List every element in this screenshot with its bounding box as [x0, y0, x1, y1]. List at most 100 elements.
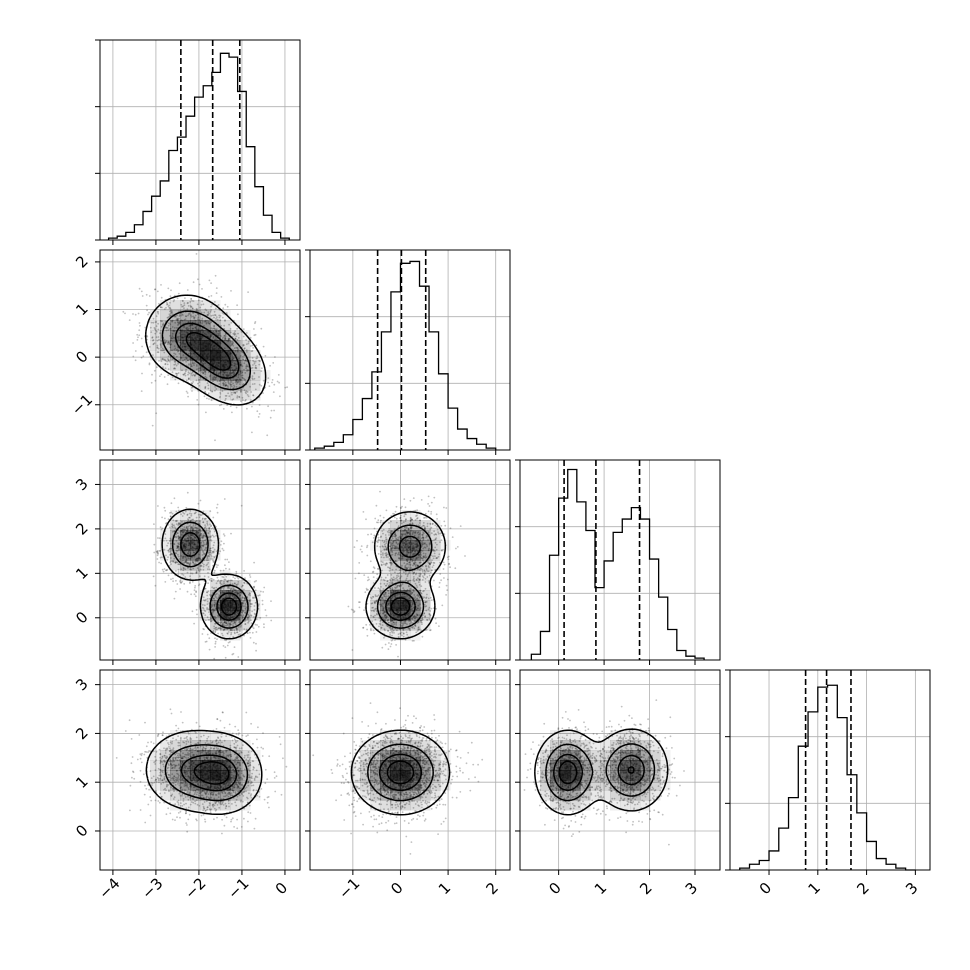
sample-point: [184, 561, 187, 564]
sample-point: [206, 594, 209, 597]
sample-point: [242, 605, 245, 608]
sample-point: [363, 574, 366, 576]
sample-point: [204, 598, 207, 601]
sample-point: [179, 522, 182, 525]
sample-point: [210, 554, 213, 556]
sample-point: [176, 372, 179, 375]
sample-point: [160, 562, 163, 565]
sample-point: [232, 342, 234, 345]
sample-point: [197, 403, 200, 406]
sample-point: [171, 526, 174, 529]
sample-point: [441, 549, 443, 552]
sample-point: [234, 381, 237, 384]
sample-point: [168, 315, 171, 318]
sample-point: [221, 316, 224, 319]
sample-point: [385, 542, 387, 544]
sample-point: [224, 338, 227, 341]
sample-point: [197, 313, 200, 316]
sample-point: [157, 351, 160, 354]
sample-point: [219, 315, 222, 317]
sample-point: [183, 567, 185, 570]
sample-point: [202, 628, 205, 630]
sample-point: [233, 621, 236, 624]
sample-point: [153, 327, 156, 329]
sample-point: [152, 343, 155, 345]
sample-point: [192, 525, 195, 527]
sample-point: [253, 334, 256, 337]
sample-point: [166, 303, 169, 305]
sample-point: [190, 593, 193, 596]
sample-point: [207, 387, 210, 390]
sample-point: [177, 573, 180, 576]
density-cell: [190, 320, 201, 331]
sample-point: [414, 530, 417, 533]
sample-point: [273, 383, 276, 386]
sample-point: [202, 536, 204, 538]
sample-point: [383, 593, 385, 596]
sample-point: [219, 404, 221, 407]
density-cell: [170, 300, 181, 311]
sample-point: [208, 528, 211, 530]
sample-point: [242, 343, 245, 346]
sample-point: [186, 392, 189, 394]
joint-frame-2-0: [99, 459, 301, 661]
sample-point: [244, 623, 247, 625]
density-cell: [200, 520, 211, 531]
sample-point: [239, 625, 242, 628]
sample-point: [176, 532, 179, 534]
sample-point: [203, 526, 206, 529]
joint-content-1-0: [100, 250, 300, 450]
density-cell: [220, 320, 231, 331]
sample-point: [269, 364, 271, 367]
sample-point: [154, 379, 157, 382]
sample-point: [164, 537, 167, 540]
sample-point: [214, 637, 216, 640]
sample-point: [228, 624, 231, 627]
sample-point: [202, 521, 205, 524]
density-cell: [230, 630, 241, 641]
sample-point: [445, 507, 448, 509]
sample-point: [208, 527, 211, 529]
sample-point: [177, 506, 180, 509]
sample-point: [393, 578, 396, 581]
sample-point: [195, 516, 198, 519]
sample-point: [383, 556, 385, 559]
sample-point: [170, 511, 173, 514]
sample-point: [272, 362, 275, 364]
sample-point: [442, 568, 445, 570]
sample-point: [166, 568, 169, 571]
sample-point: [139, 324, 141, 327]
sample-point: [164, 341, 167, 344]
sample-point: [243, 581, 245, 584]
density-cell: [200, 330, 211, 341]
sample-point: [172, 561, 175, 563]
sample-point: [226, 644, 229, 647]
sample-point: [210, 555, 213, 558]
sample-point: [167, 324, 170, 327]
sample-point: [175, 561, 178, 563]
sample-point: [197, 299, 200, 302]
sample-point: [359, 601, 361, 603]
sample-point: [221, 623, 224, 626]
sample-point: [206, 314, 209, 316]
sample-point: [410, 587, 412, 590]
sample-point: [214, 618, 217, 620]
sample-point: [191, 307, 194, 310]
sample-point: [163, 339, 166, 341]
sample-point: [394, 532, 397, 534]
sample-point: [208, 549, 211, 552]
sample-point: [198, 384, 201, 387]
sample-point: [203, 534, 205, 537]
sample-point: [253, 612, 256, 615]
density-cell: [230, 320, 241, 331]
sample-point: [178, 322, 181, 325]
sample-point: [177, 535, 180, 538]
sample-point: [382, 588, 385, 590]
sample-point: [188, 372, 191, 375]
sample-point: [196, 567, 199, 569]
sample-point: [383, 579, 386, 582]
sample-point: [202, 371, 205, 374]
sample-point: [408, 623, 411, 625]
sample-point: [188, 378, 190, 380]
sample-point: [200, 547, 203, 549]
